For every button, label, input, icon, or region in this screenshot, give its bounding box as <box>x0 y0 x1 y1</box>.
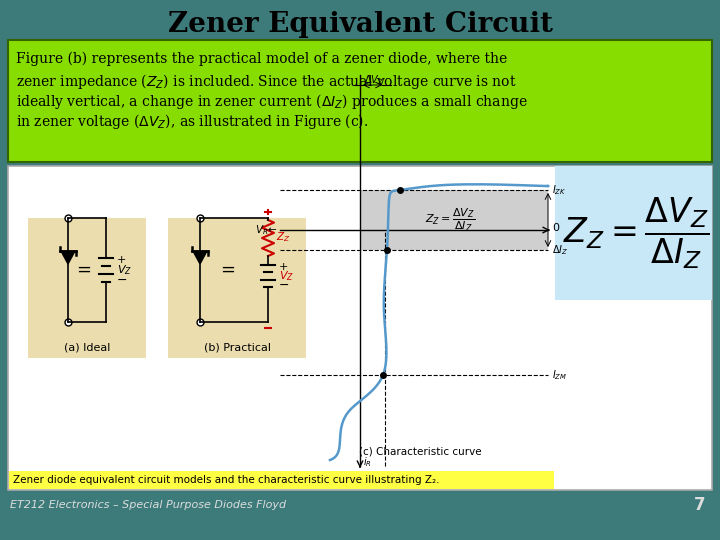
Text: $V_Z$: $V_Z$ <box>117 263 132 277</box>
Text: $I_{ZK}$: $I_{ZK}$ <box>552 183 567 197</box>
Text: $\Delta I_Z$: $\Delta I_Z$ <box>552 243 568 257</box>
Text: 0: 0 <box>552 223 559 233</box>
Bar <box>9 471 554 489</box>
Bar <box>360 190 548 250</box>
Text: Zener Equivalent Circuit: Zener Equivalent Circuit <box>168 11 552 38</box>
Text: ideally vertical, a change in zener current ($\Delta I_Z$) produces a small chan: ideally vertical, a change in zener curr… <box>16 92 528 111</box>
Bar <box>28 218 146 358</box>
Bar <box>555 166 712 300</box>
Text: $V_R$←: $V_R$← <box>256 223 278 237</box>
Text: =: = <box>76 261 91 279</box>
Text: $\Delta V_Z$: $\Delta V_Z$ <box>364 73 384 87</box>
Text: Figure (b) represents the practical model of a zener diode, where the: Figure (b) represents the practical mode… <box>16 52 508 66</box>
Text: zener impedance ($Z_Z$) is included. Since the actual voltage curve is not: zener impedance ($Z_Z$) is included. Sin… <box>16 72 516 91</box>
Bar <box>168 218 306 358</box>
Text: $Z_Z = \dfrac{\Delta V_Z}{\Delta I_Z}$: $Z_Z = \dfrac{\Delta V_Z}{\Delta I_Z}$ <box>563 195 709 271</box>
Text: −: − <box>279 279 289 292</box>
Text: 7: 7 <box>694 496 706 514</box>
Polygon shape <box>193 251 207 264</box>
Text: $I_{ZM}$: $I_{ZM}$ <box>552 368 567 382</box>
Bar <box>8 166 712 490</box>
Text: (b) Practical: (b) Practical <box>204 342 271 352</box>
Text: $Z_Z = \dfrac{\Delta V_Z}{\Delta I_Z}$: $Z_Z = \dfrac{\Delta V_Z}{\Delta I_Z}$ <box>425 206 475 233</box>
Text: in zener voltage ($\Delta V_Z$), as illustrated in Figure (c).: in zener voltage ($\Delta V_Z$), as illu… <box>16 112 369 131</box>
Text: −: − <box>117 273 127 287</box>
Text: $Z_Z$: $Z_Z$ <box>276 230 290 244</box>
Bar <box>8 40 712 162</box>
Text: $i_R$: $i_R$ <box>363 455 372 469</box>
Text: $V_Z$: $V_Z$ <box>279 269 294 283</box>
Text: (c) Characteristic curve: (c) Characteristic curve <box>359 447 481 457</box>
Text: =: = <box>220 261 235 279</box>
Text: +: + <box>117 255 127 265</box>
Polygon shape <box>61 251 75 264</box>
Text: ET212 Electronics – Special Purpose Diodes Floyd: ET212 Electronics – Special Purpose Diod… <box>10 500 286 510</box>
Text: (a) Ideal: (a) Ideal <box>64 342 110 352</box>
Text: Zener diode equivalent circuit models and the characteristic curve illustrating : Zener diode equivalent circuit models an… <box>13 475 439 485</box>
Text: +: + <box>279 262 289 272</box>
